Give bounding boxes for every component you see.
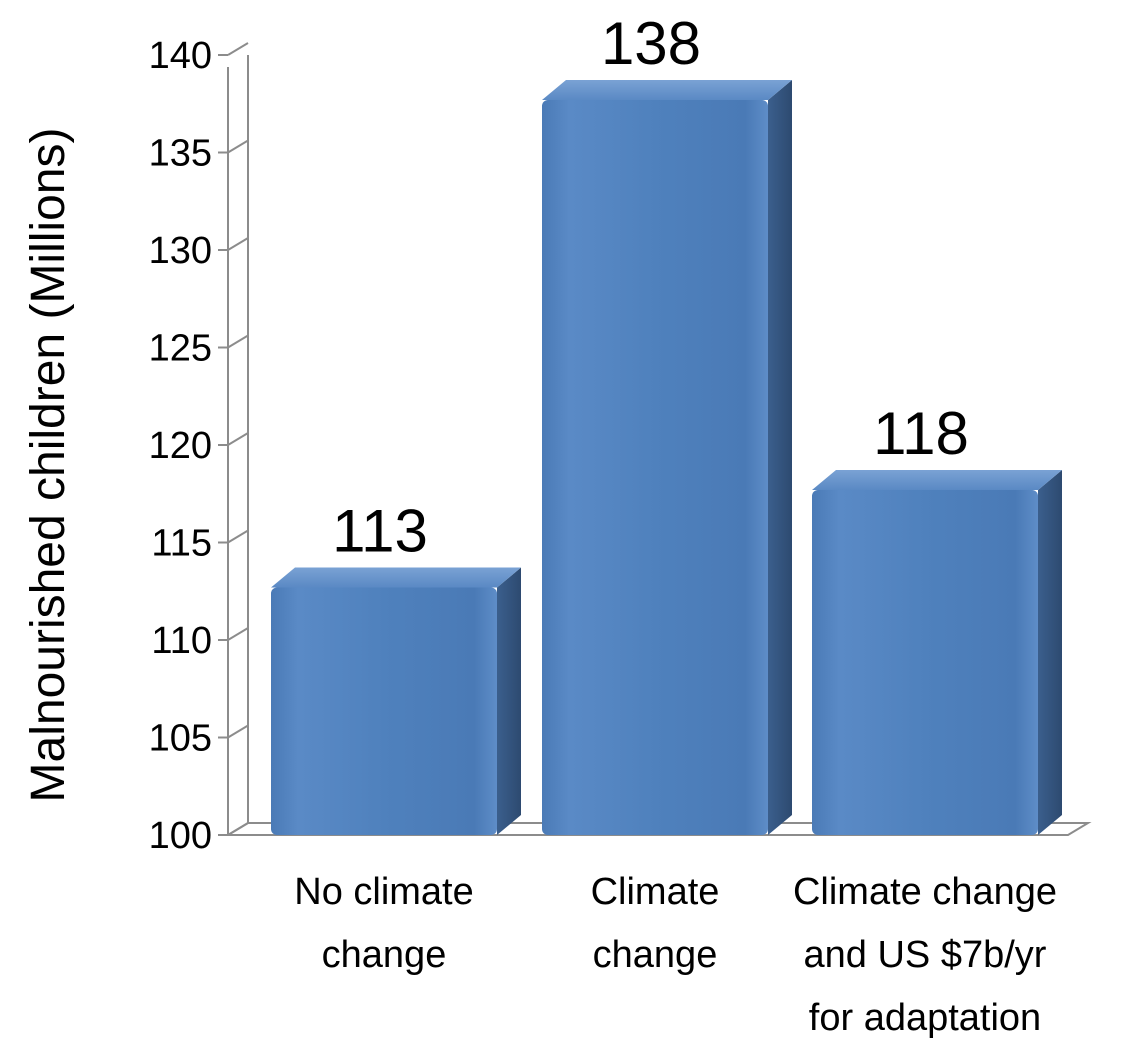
bar xyxy=(542,80,792,835)
x-category-label-line: change xyxy=(322,934,447,976)
y-tick-label: 100 xyxy=(149,815,212,857)
data-label: 138 xyxy=(601,10,701,77)
x-category-label-line: Climate change xyxy=(793,871,1057,913)
bar-side xyxy=(1038,470,1062,835)
y-tick-label: 140 xyxy=(149,35,212,77)
data-label: 118 xyxy=(873,400,969,467)
bar-front xyxy=(542,100,768,835)
bars xyxy=(271,80,1062,835)
x-category-label-line: change xyxy=(593,934,718,976)
y-tick-depth-line xyxy=(227,724,249,739)
y-tick-depth-line xyxy=(227,334,249,349)
data-labels: 113 138 118 xyxy=(332,10,969,565)
x-category-label-line: for adaptation xyxy=(809,997,1041,1039)
y-tick-label: 110 xyxy=(151,620,212,662)
y-tick-label: 135 xyxy=(149,133,212,175)
y-tick-depth-line xyxy=(227,432,249,446)
x-category-label: Climate change and US $7b/yr for adaptatio… xyxy=(793,871,1057,1039)
x-category-label-line: No climate xyxy=(294,871,474,913)
x-category-label-line: Climate xyxy=(591,871,720,913)
y-tick-label: 130 xyxy=(149,230,212,272)
data-label: 113 xyxy=(332,498,428,565)
y-tick-depth-line xyxy=(227,237,249,251)
y-tick-label: 125 xyxy=(149,328,212,370)
y-axis-ticks: 100 105 110 115 120 125 130 135 140 xyxy=(149,35,249,857)
y-tick-label: 115 xyxy=(151,523,212,565)
bar xyxy=(271,567,521,835)
y-axis-title: Malnourished children (Millions) xyxy=(22,128,75,803)
bar-front xyxy=(271,587,497,835)
y-tick-label: 120 xyxy=(149,425,212,467)
x-category-label-line: and US $7b/yr xyxy=(804,934,1047,976)
bar-top xyxy=(542,80,792,100)
bar-top xyxy=(812,470,1062,490)
y-tick-depth-line xyxy=(227,822,249,836)
bar-side xyxy=(497,567,521,835)
y-tick-depth-line xyxy=(227,529,249,544)
x-category-label: No climate change xyxy=(294,871,474,976)
bar xyxy=(812,470,1062,835)
bar-front xyxy=(812,490,1038,835)
y-tick-depth-line xyxy=(227,627,249,641)
bar-side xyxy=(768,80,792,835)
y-tick-label: 105 xyxy=(149,718,212,760)
y-tick-depth-line xyxy=(227,42,249,56)
bar-top xyxy=(271,567,521,588)
x-category-label: Climate change xyxy=(591,871,720,976)
y-tick-depth-line xyxy=(227,139,249,154)
